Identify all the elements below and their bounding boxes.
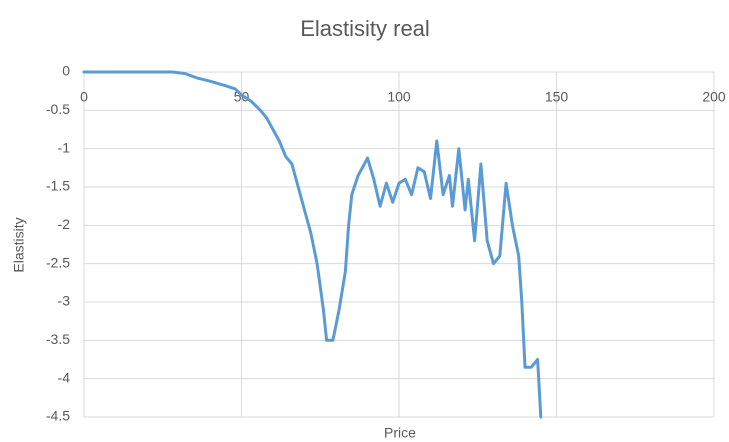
y-axis-label: Elastisity — [11, 217, 27, 272]
x-tick-label: 200 — [702, 89, 726, 105]
y-tick-label: -4.5 — [46, 408, 70, 424]
y-tick-label: -3.5 — [46, 331, 70, 347]
y-tick-label: -2 — [58, 216, 71, 232]
x-tick-label: 150 — [545, 89, 569, 105]
x-axis-label: Price — [384, 425, 416, 441]
y-tick-label: -2.5 — [46, 254, 70, 270]
chart-title: Elastisity real — [300, 16, 430, 41]
data-line — [82, 70, 543, 419]
x-tick-label: 0 — [80, 89, 88, 105]
y-tick-label: 0 — [62, 63, 70, 79]
y-tick-label: -1.5 — [46, 178, 70, 194]
y-tick-label: -1 — [58, 139, 71, 155]
y-tick-label: -3 — [58, 293, 71, 309]
x-tick-label: 100 — [387, 89, 411, 105]
y-tick-label: -4 — [58, 369, 71, 385]
y-tick-label: -0.5 — [46, 101, 70, 117]
